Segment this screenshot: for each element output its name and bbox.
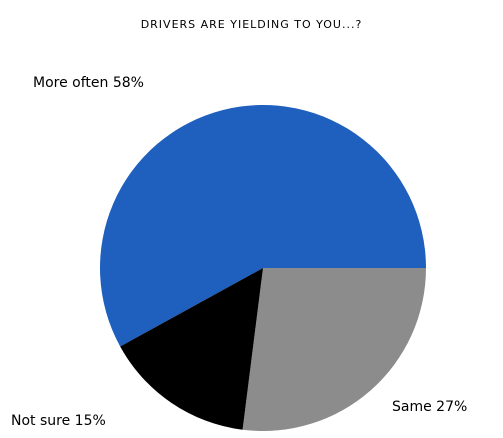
pie-slice-more-often xyxy=(99,104,427,347)
slice-label-same: Same 27% xyxy=(392,399,468,415)
pie-slice-not-sure xyxy=(120,268,263,430)
slice-label-more-often: More often 58% xyxy=(33,75,144,91)
slice-label-not-sure: Not sure 15% xyxy=(11,413,106,429)
pie-slice-same xyxy=(242,268,426,431)
chart-title: DRIVERS ARE YIELDING TO YOU...? xyxy=(140,18,363,31)
